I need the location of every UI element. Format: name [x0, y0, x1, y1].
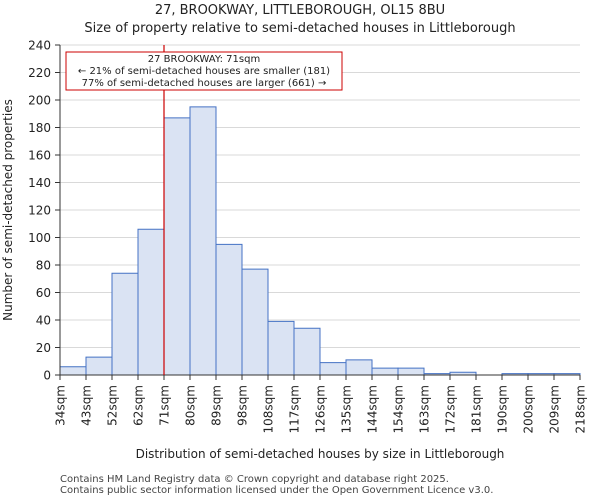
bar [293, 327, 321, 376]
annotation-box [65, 51, 343, 91]
y-tick-label: 20 [36, 341, 51, 355]
x-tick-label: 108sqm [262, 385, 276, 433]
bar [241, 268, 269, 376]
y-tick-label: 60 [36, 286, 51, 300]
x-axis-label: Distribution of semi-detached houses by … [136, 447, 505, 461]
y-axis-label: Number of semi-detached properties [1, 99, 15, 321]
x-tick-label: 98sqm [236, 385, 250, 426]
x-tick-label: 209sqm [548, 385, 562, 433]
footer-line-2: Contains public sector information licen… [60, 485, 494, 496]
y-tick-label: 200 [28, 94, 51, 108]
x-tick-label: 43sqm [80, 385, 94, 426]
x-tick-label: 135sqm [340, 385, 354, 433]
y-tick-labels: 0 20 40 60 80 100 120 140 160 180 200 220 240 [28, 39, 60, 383]
x-tick-label: 181sqm [470, 385, 484, 433]
bar [111, 272, 139, 376]
y-tick-label: 100 [28, 231, 51, 245]
x-tick-label: 89sqm [210, 385, 224, 426]
x-tick-label: 126sqm [314, 385, 328, 433]
y-tick-label: 0 [43, 369, 51, 383]
y-tick-label: 140 [28, 176, 51, 190]
bar [397, 367, 425, 376]
chart-subtitle: Size of property relative to semi-detach… [84, 21, 516, 36]
bar [215, 243, 243, 376]
bar [85, 356, 113, 376]
y-tick-label: 40 [36, 314, 51, 328]
bar [59, 366, 87, 376]
x-tick-label: 62sqm [132, 385, 146, 426]
x-tick-label: 52sqm [106, 385, 120, 426]
x-tick-label: 144sqm [366, 385, 380, 433]
y-tick-label: 180 [28, 121, 51, 135]
y-tick-label: 120 [28, 204, 51, 218]
y-tick-label: 240 [28, 39, 51, 53]
annotation-line-1: 27 BROOKWAY: 71sqm [148, 54, 260, 65]
x-tick-label: 190sqm [496, 385, 510, 433]
x-tick-label: 117sqm [288, 385, 302, 433]
x-tick-label: 172sqm [444, 385, 458, 433]
bar [137, 228, 165, 376]
x-tick-label: 163sqm [418, 385, 432, 433]
bar [267, 320, 295, 376]
x-tick-label: 200sqm [522, 385, 536, 433]
annotation-line-2: ← 21% of semi-detached houses are smalle… [78, 66, 330, 77]
x-tick-label: 71sqm [158, 385, 172, 426]
bar [189, 106, 217, 376]
x-tick-label: 154sqm [392, 385, 406, 433]
x-tick-label: 34sqm [54, 385, 68, 426]
chart-title: 27, BROOKWAY, LITTLEBOROUGH, OL15 8BU [154, 3, 446, 18]
footer-line-1: Contains HM Land Registry data © Crown c… [60, 474, 449, 485]
bar [319, 362, 347, 376]
x-tick-label: 80sqm [184, 385, 198, 426]
bar [371, 367, 399, 376]
y-tick-label: 220 [28, 66, 51, 80]
bar [345, 359, 373, 376]
x-tick-label: 218sqm [574, 385, 588, 433]
x-tick-labels: 34sqm 43sqm 52sqm 62sqm 71sqm 80sqm 89sqm 98sqm… [54, 375, 588, 433]
annotation-line-3: 77% of semi-detached houses are larger (… [82, 78, 327, 89]
y-tick-label: 80 [36, 259, 51, 273]
y-tick-label: 160 [28, 149, 51, 163]
bars [59, 106, 581, 376]
bar [163, 117, 191, 376]
